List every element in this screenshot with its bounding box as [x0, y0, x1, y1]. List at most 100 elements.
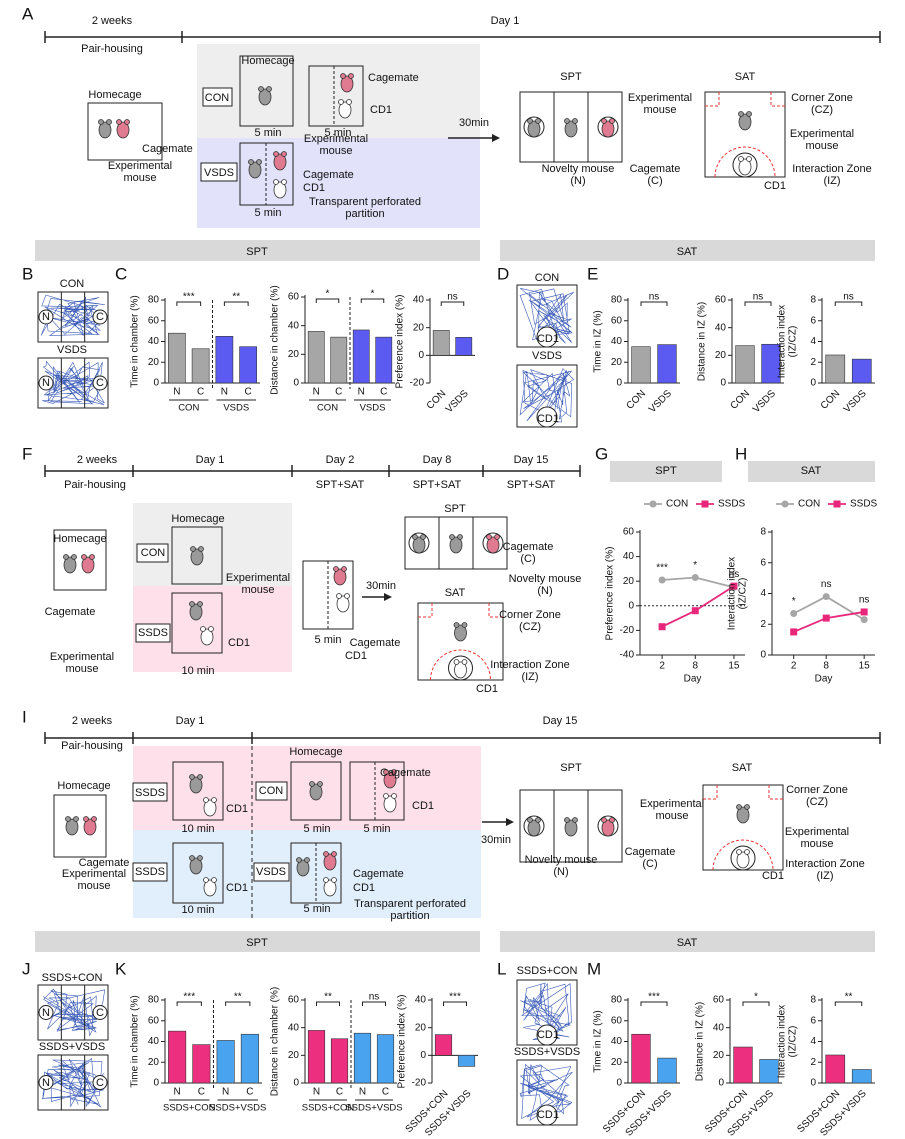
y-tick-label: 20: [148, 1057, 160, 1068]
mouse-ear: [273, 179, 279, 185]
diagram-label: Homecage: [241, 55, 294, 67]
y-tick-label: 60: [611, 1015, 623, 1026]
mouse-ear: [738, 111, 744, 117]
label-line: Experimental: [108, 160, 172, 172]
trajectory: [42, 360, 106, 405]
box: [253, 862, 290, 882]
diagram-label: Novelty mouse (N): [525, 854, 598, 878]
diagram-label: Homecage: [53, 533, 106, 545]
diagram-label: 5 min: [304, 823, 331, 835]
section-header: [748, 461, 875, 482]
mouse-icon: [98, 121, 112, 139]
diagram-label: Transparent perforated partition: [309, 196, 421, 220]
point: [860, 608, 868, 616]
zone: [38, 375, 54, 391]
y-tick-label: 40: [715, 322, 727, 333]
diagram-label: Homecage: [57, 780, 110, 792]
significance-label: ns: [369, 992, 380, 1003]
diagram-label: 30min: [366, 580, 396, 592]
significance-bracket: [834, 1001, 863, 1006]
series-line: [661, 585, 735, 628]
x-tick-label: CON: [728, 388, 752, 412]
mouse-ear: [461, 659, 468, 665]
panel-label: C: [115, 264, 127, 283]
diagram-label: CD1: [303, 182, 325, 194]
bar: [631, 346, 651, 384]
label-line: Interaction index: [726, 557, 737, 630]
bar: [376, 1034, 395, 1084]
label-line: (IZ/CZ): [737, 578, 748, 610]
x-tick-label: N: [313, 387, 320, 398]
diagram-label: SAT: [677, 246, 698, 258]
box: [239, 55, 294, 127]
diagram-label: Cagemate (C): [630, 163, 681, 187]
y-tick-label: 20: [415, 1022, 427, 1033]
mouse-ear: [564, 817, 570, 823]
mouse-icon: [486, 536, 500, 554]
mouse-ear: [256, 159, 262, 165]
diagram-label: Experimental mouse: [790, 128, 854, 152]
significance-label: ***: [183, 292, 195, 303]
label-line: mouse: [805, 140, 838, 152]
y-tick-label: -20: [620, 625, 635, 636]
diagram-label: SSDS+CON: [42, 972, 103, 984]
y-tick-label: 60: [713, 995, 725, 1006]
y-tick-label: 0: [760, 650, 766, 661]
significance-label: **: [324, 992, 332, 1003]
diagram-label: VSDS: [532, 350, 562, 362]
y-axis-label: Interaction index(IZ/CZ): [726, 557, 748, 630]
group-label: VSDS: [360, 403, 386, 414]
label-line: mouse: [77, 880, 110, 892]
significance-label: ***: [656, 563, 668, 574]
y-tick-label: 0: [153, 378, 159, 389]
mouse-ear: [198, 546, 204, 552]
bar: [307, 1030, 326, 1084]
label-line: Interaction index: [776, 1005, 787, 1078]
mouse-ear: [197, 774, 203, 780]
mouse-icon: [454, 624, 467, 642]
label-line: Corner Zone: [786, 784, 848, 796]
label-line: Novelty mouse: [542, 163, 615, 175]
mouse-ear: [338, 99, 344, 105]
mouse-ear: [736, 849, 742, 855]
label-line: (N): [553, 866, 568, 878]
diagram-label: Experimental mouse: [50, 651, 114, 675]
mouse-ear: [65, 816, 71, 822]
y-tick-label: 20: [611, 357, 623, 368]
mouse-ear: [89, 554, 95, 560]
y-tick-label: 4: [810, 336, 816, 347]
bar: [851, 358, 872, 384]
box: [53, 794, 107, 858]
diagram-label: Novelty mouse (N): [509, 573, 582, 597]
bar: [216, 1040, 235, 1084]
label-line: (IZ): [816, 870, 833, 882]
significance-label: ns: [859, 595, 870, 606]
label-line: Interaction Zone: [490, 659, 570, 671]
diagram-label: Interaction Zone (IZ): [785, 858, 865, 882]
diagram-label: SSDS+VSDS: [39, 1041, 105, 1053]
zone: [38, 309, 54, 325]
mouse-icon: [189, 857, 203, 875]
diagram-label: N: [42, 311, 50, 323]
mouse-ear: [211, 797, 217, 803]
diagram-label: 5 min: [325, 127, 352, 139]
mouse-icon: [449, 536, 463, 554]
bar: [215, 336, 234, 384]
diagram-label: SPT: [560, 71, 582, 83]
x-tick-label: VSDS: [751, 388, 778, 415]
label-line: Cagemate: [625, 846, 676, 858]
bar: [353, 1032, 372, 1084]
panel-label: M: [587, 959, 601, 978]
diagram-label: CD1: [353, 882, 375, 894]
diagram-label: CD1: [762, 870, 784, 882]
significance-bracket: [834, 301, 863, 306]
mouse-ear: [73, 816, 79, 822]
mouse-ear: [281, 179, 287, 185]
label-line: (N): [537, 585, 552, 597]
significance-label: ns: [843, 292, 854, 303]
y-tick-label: 60: [148, 1015, 160, 1026]
zone: [536, 326, 558, 348]
mouse-icon: [333, 568, 347, 586]
diagram-label: 10 min: [181, 823, 214, 835]
point: [658, 576, 666, 584]
